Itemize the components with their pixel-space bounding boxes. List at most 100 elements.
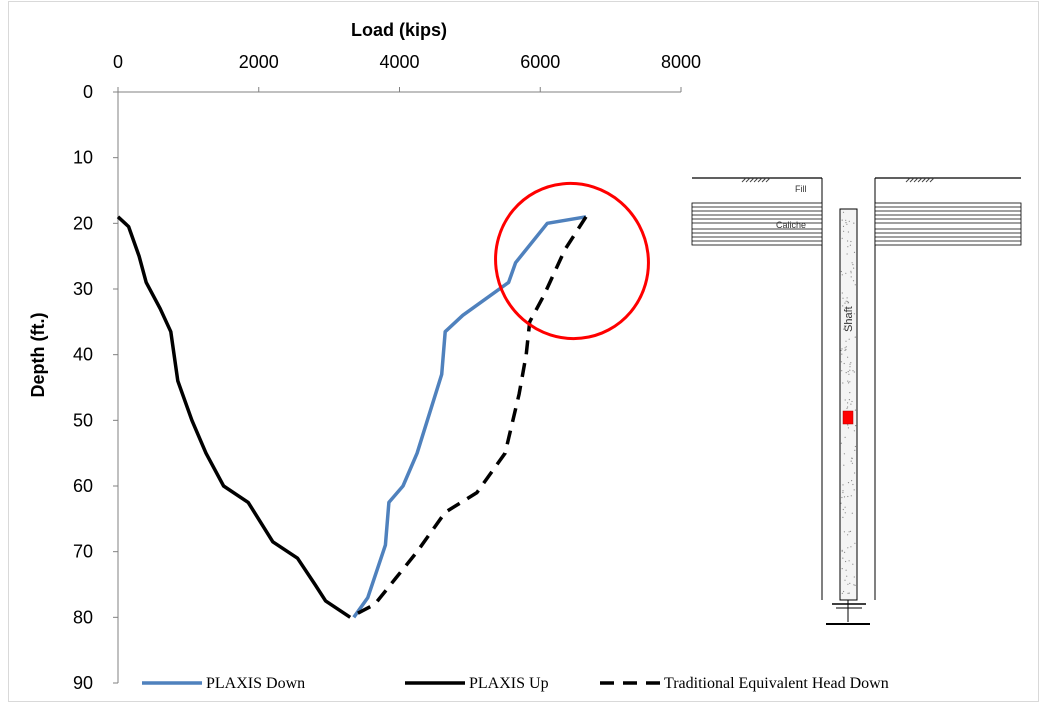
shaft-speckle-dot bbox=[848, 560, 850, 562]
shaft-speckle-dot bbox=[841, 237, 843, 239]
shaft-speckle-dot bbox=[841, 348, 843, 350]
shaft-speckle-dot bbox=[853, 267, 855, 269]
shaft-speckle-dot bbox=[846, 253, 848, 255]
shaft-speckle-dot bbox=[844, 302, 846, 304]
shaft-speckle-dot bbox=[842, 490, 844, 492]
x-tick-label: 4000 bbox=[379, 52, 419, 72]
shaft-speckle-dot bbox=[842, 225, 845, 227]
shaft-speckle-dot bbox=[850, 460, 852, 462]
y-tick-label: 50 bbox=[73, 410, 93, 430]
x-tick-label: 8000 bbox=[661, 52, 701, 72]
shaft-speckle-dot bbox=[850, 495, 852, 497]
shaft-speckle-dot bbox=[843, 531, 846, 533]
x-tick-label: 6000 bbox=[520, 52, 560, 72]
shaft-speckle-dot bbox=[853, 222, 855, 224]
shaft-speckle-dot bbox=[848, 318, 850, 320]
shaft-speckle-dot bbox=[844, 579, 846, 581]
shaft-speckle-dot bbox=[846, 575, 848, 577]
shaft-speckle-dot bbox=[848, 220, 850, 222]
shaft-speckle-dot bbox=[845, 222, 847, 224]
ground-hatch-right bbox=[905, 177, 935, 183]
shaft-speckle-dot bbox=[848, 399, 851, 401]
caliche-layer-right bbox=[874, 202, 1022, 246]
shaft-speckle-dot bbox=[853, 430, 856, 432]
series-layer bbox=[116, 215, 588, 619]
shaft-speckle-dot bbox=[844, 506, 846, 508]
shaft-speckle-dot bbox=[851, 512, 853, 514]
shaft-speckle-dot bbox=[848, 338, 850, 340]
shaft-speckle-dot bbox=[844, 349, 846, 351]
legend-label: PLAXIS Down bbox=[206, 675, 305, 692]
y-tick-label: 60 bbox=[73, 476, 93, 496]
shaft-speckle-dot bbox=[855, 425, 857, 427]
shaft-speckle-dot bbox=[845, 219, 847, 221]
y-tick-label: 80 bbox=[73, 607, 93, 627]
shaft-speckle-dot bbox=[845, 560, 847, 563]
shaft-speckle-dot bbox=[847, 307, 849, 310]
shaft-speckle-dot bbox=[843, 328, 845, 330]
shaft-speckle-dot bbox=[850, 319, 852, 321]
shaft-speckle-dot bbox=[840, 502, 842, 504]
y-tick-label: 10 bbox=[73, 148, 93, 168]
legend-label: PLAXIS Up bbox=[469, 675, 549, 692]
fill-label: Fill bbox=[795, 184, 807, 194]
shaft-speckle-dot bbox=[847, 534, 849, 536]
shaft-speckle-dot bbox=[846, 297, 848, 299]
shaft-speckle-dot bbox=[850, 270, 852, 272]
shaft-speckle-dot bbox=[845, 346, 847, 348]
chart-frame bbox=[8, 1, 1039, 702]
shaft-speckle-dot bbox=[849, 530, 852, 533]
x-tick-label: 0 bbox=[113, 52, 123, 72]
y-tick-label: 40 bbox=[73, 345, 93, 365]
shaft-speckle-dot bbox=[847, 240, 849, 242]
shaft-speckle-dot bbox=[843, 325, 846, 327]
shaft-speckle-dot bbox=[840, 442, 843, 444]
y-tick-label: 30 bbox=[73, 279, 93, 299]
shaft-speckle-dot bbox=[852, 264, 854, 266]
shaft-speckle-dot bbox=[851, 400, 853, 403]
shaft-speckle-dot bbox=[847, 246, 849, 248]
shaft-speckle-dot bbox=[841, 550, 843, 552]
shaft-speckle-dot bbox=[841, 219, 843, 221]
shaft-speckle-dot bbox=[854, 584, 856, 587]
shaft-label: Shaft bbox=[843, 306, 855, 332]
axes: 0 2000 4000 6000 8000 0 10 20 30 40 50 60 70 80 90 bbox=[73, 52, 701, 693]
shaft-speckle-dot bbox=[854, 472, 856, 474]
shaft-speckle-dot bbox=[840, 361, 843, 363]
shaft-speckle-dot bbox=[844, 347, 846, 349]
shaft-speckle-dot bbox=[843, 464, 845, 466]
shaft-speckle-dot bbox=[841, 370, 843, 372]
shaft-speckle-dot bbox=[842, 557, 844, 559]
y-tick-label: 70 bbox=[73, 542, 93, 562]
shaft-speckle-dot bbox=[854, 284, 856, 286]
y-axis-title: Depth (ft.) bbox=[28, 313, 48, 398]
shaft-speckle-dot bbox=[852, 370, 854, 372]
shaft-speckle-dot bbox=[853, 251, 856, 253]
shaft-inset-diagram: Fill Caliche Shaft bbox=[691, 177, 1022, 625]
shaft-speckle-dot bbox=[842, 516, 844, 519]
shaft-speckle-dot bbox=[847, 380, 849, 382]
shaft-speckle-dot bbox=[845, 272, 847, 274]
shaft-speckle-dot bbox=[846, 407, 848, 409]
shaft-speckle-dot bbox=[841, 592, 843, 595]
shaft-speckle bbox=[840, 211, 857, 595]
shaft-speckle-dot bbox=[854, 409, 857, 411]
series-line-2 bbox=[349, 215, 588, 619]
shaft-speckle-dot bbox=[854, 445, 857, 448]
shaft-speckle-dot bbox=[847, 406, 849, 408]
shaft-speckle-dot bbox=[852, 563, 854, 565]
shaft-speckle-dot bbox=[844, 551, 846, 554]
x-tick-label: 2000 bbox=[239, 52, 279, 72]
highlight-ellipse bbox=[494, 181, 650, 341]
shaft-speckle-dot bbox=[851, 462, 854, 464]
shaft-speckle-dot bbox=[854, 336, 856, 338]
shaft-speckle-dot bbox=[848, 373, 850, 375]
shaft-speckle-dot bbox=[849, 369, 851, 371]
shaft-speckle-dot bbox=[843, 453, 846, 455]
shaft-speckle-dot bbox=[847, 382, 850, 384]
shaft-speckle-dot bbox=[843, 230, 845, 232]
shaft-speckle-dot bbox=[851, 262, 853, 264]
shaft-speckle-dot bbox=[850, 403, 852, 405]
shaft-body bbox=[839, 208, 858, 601]
shaft-speckle-dot bbox=[840, 270, 843, 273]
